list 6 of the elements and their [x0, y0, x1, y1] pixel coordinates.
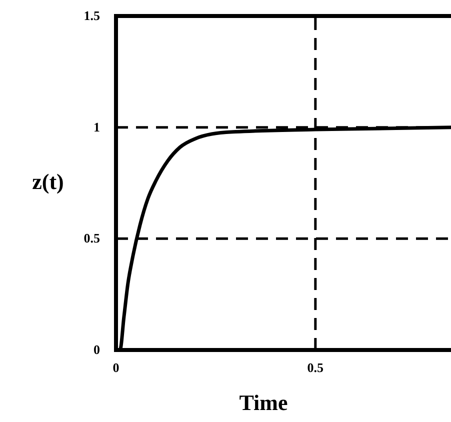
y-tick-label: 1.5 [84, 8, 100, 23]
y-tick-label: 0.5 [84, 230, 100, 246]
y-tick-label: 0 [94, 342, 100, 357]
x-axis-title: Time [239, 390, 288, 415]
y-axis-title: z(t) [32, 169, 64, 194]
y-tick-label: 1 [94, 119, 100, 134]
